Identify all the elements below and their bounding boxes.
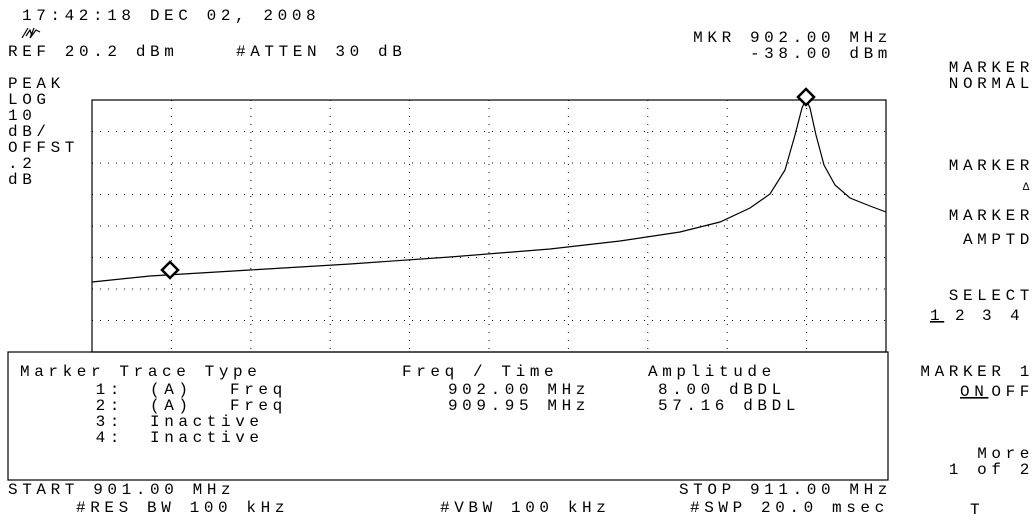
start-freq: START 901.00 MHz xyxy=(8,481,235,499)
table-cell: Freq xyxy=(230,381,287,399)
table-cell: 1: xyxy=(96,381,124,399)
softkey-label[interactable]: MARKER xyxy=(949,59,1034,77)
marker-diamond xyxy=(796,87,816,107)
marker-freq: MKR 902.00 MHz xyxy=(693,29,892,47)
scale-label: .2 xyxy=(8,155,36,173)
table-cell: (A) xyxy=(150,397,193,415)
softkey-label[interactable]: Δ xyxy=(1023,182,1034,194)
graticule xyxy=(92,100,886,352)
softkey-option[interactable]: 2 xyxy=(955,307,969,325)
table-cell: 909.95 MHz xyxy=(448,397,590,415)
table-cell: Freq xyxy=(230,397,287,415)
table-cell: 8.00 dBDL xyxy=(658,381,786,399)
softkey-label[interactable]: T xyxy=(970,501,984,519)
softkey-label[interactable]: AMPTD xyxy=(963,231,1034,249)
softkey-option[interactable]: OFF xyxy=(991,383,1034,401)
graticule-border xyxy=(91,99,887,353)
hp-logo xyxy=(21,27,41,39)
softkey-option[interactable]: 3 xyxy=(982,307,996,325)
table-cell: 57.16 dBDL xyxy=(658,397,800,415)
softkey-label[interactable]: 1 of 2 xyxy=(949,461,1034,479)
scale-label: OFFST xyxy=(8,139,79,157)
ref-level: REF 20.2 dBm xyxy=(8,43,178,61)
rbw: #RES BW 100 kHz xyxy=(76,499,289,517)
softkey-label[interactable]: NORMAL xyxy=(949,75,1034,93)
softkey-option[interactable]: 4 xyxy=(1010,307,1024,325)
table-header: Marker Trace Type xyxy=(20,363,261,381)
scale-label: dB xyxy=(8,171,36,189)
marker-diamond xyxy=(160,260,180,280)
scale-label: dB/ xyxy=(8,123,51,141)
softkey-option[interactable]: 1 xyxy=(930,307,944,325)
table-cell: (A) xyxy=(150,381,193,399)
softkey-option[interactable]: ON xyxy=(960,383,988,401)
attenuation: #ATTEN 30 dB xyxy=(236,43,406,61)
vbw: #VBW 100 kHz xyxy=(440,499,610,517)
table-cell: 3: xyxy=(96,413,124,431)
softkey-label[interactable]: More xyxy=(977,445,1034,463)
table-cell: 2: xyxy=(96,397,124,415)
table-cell: 4: xyxy=(96,429,124,447)
table-header: Amplitude xyxy=(648,363,776,381)
table-cell: Inactive xyxy=(150,429,264,447)
softkey-label[interactable]: MARKER 1 xyxy=(920,363,1034,381)
scale-label: PEAK xyxy=(8,75,65,93)
stop-freq: STOP 911.00 MHz xyxy=(679,481,892,499)
sweep: #SWP 20.0 msec xyxy=(690,499,889,517)
scale-label: LOG xyxy=(8,91,51,109)
table-header: Freq / Time xyxy=(402,363,558,381)
table-cell: Inactive xyxy=(150,413,264,431)
trace xyxy=(91,97,887,283)
scale-label: 10 xyxy=(8,107,36,125)
marker-table-border xyxy=(7,351,889,481)
marker-amp: -38.00 dBm xyxy=(750,45,892,63)
softkey-label[interactable]: MARKER xyxy=(949,157,1034,175)
softkey-label[interactable]: SELECT xyxy=(949,287,1034,305)
table-cell: 902.00 MHz xyxy=(448,381,590,399)
table-rows: 1: (A) Freq 902.00 MHz 8.00 dBDL 2: (A) Freq 909… xyxy=(96,381,800,447)
softkey-label[interactable]: MARKER xyxy=(949,207,1034,225)
timestamp: 17:42:18 DEC 02, 2008 xyxy=(22,7,320,25)
